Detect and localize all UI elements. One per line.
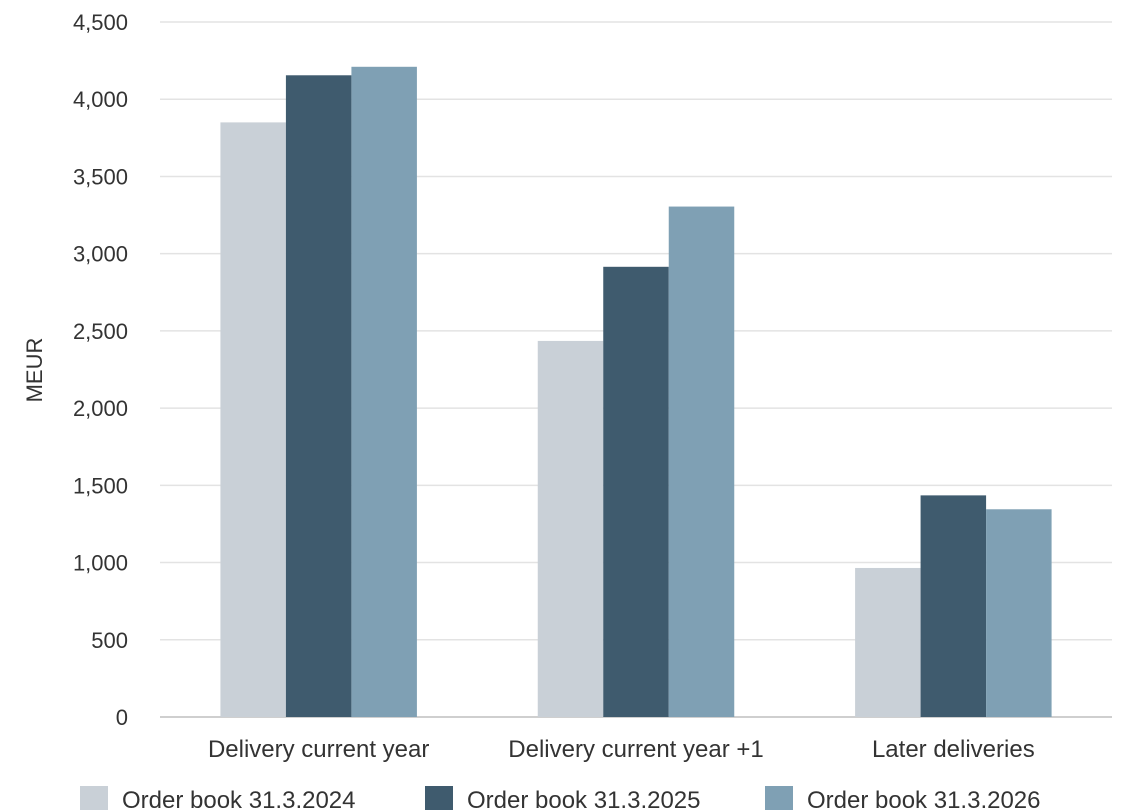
bar bbox=[220, 122, 286, 717]
x-category-label: Delivery current year +1 bbox=[508, 736, 763, 763]
y-tick-label: 500 bbox=[91, 628, 128, 653]
y-tick-label: 4,000 bbox=[73, 87, 128, 112]
x-axis-category-labels: Delivery current year Delivery current ye… bbox=[208, 736, 1035, 763]
legend-swatch bbox=[425, 786, 453, 810]
bar bbox=[986, 509, 1052, 717]
legend-swatch bbox=[765, 786, 793, 810]
x-category-label: Delivery current year bbox=[208, 736, 429, 763]
bar bbox=[285, 75, 352, 718]
y-axis-tick-labels: 0 500 1,000 1,500 2,000 2,500 3,000 3,500 4,000 4… bbox=[73, 10, 128, 730]
y-tick-label: 2,000 bbox=[73, 396, 128, 421]
y-tick-label: 1,000 bbox=[73, 551, 128, 576]
x-category-label: Later deliveries bbox=[872, 736, 1035, 763]
bar bbox=[603, 266, 669, 717]
legend: Order book 31.3.2024 Order book 31.3.2025… bbox=[80, 786, 1041, 811]
bar bbox=[351, 66, 417, 718]
legend-swatch bbox=[80, 786, 108, 810]
legend-label: Order book 31.3.2024 bbox=[122, 787, 356, 811]
bar bbox=[855, 567, 921, 717]
y-tick-label: 3,500 bbox=[73, 164, 128, 189]
y-tick-label: 4,500 bbox=[73, 10, 128, 35]
y-tick-label: 3,000 bbox=[73, 242, 128, 267]
y-tick-label: 1,500 bbox=[73, 473, 128, 498]
bar bbox=[668, 206, 735, 718]
legend-label: Order book 31.3.2025 bbox=[467, 787, 701, 811]
bar bbox=[537, 340, 604, 717]
bar bbox=[920, 495, 987, 717]
y-tick-label: 2,500 bbox=[73, 319, 128, 344]
y-axis-title: MEUR bbox=[22, 338, 47, 403]
bars bbox=[220, 66, 1052, 718]
legend-label: Order book 31.3.2026 bbox=[807, 787, 1041, 811]
y-tick-label: 0 bbox=[116, 705, 128, 730]
